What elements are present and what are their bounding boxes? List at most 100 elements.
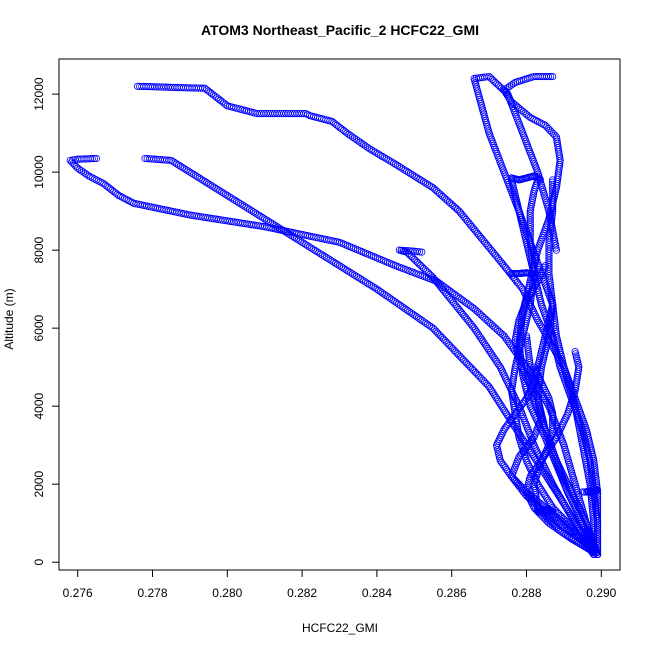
data-point bbox=[281, 228, 289, 236]
data-point bbox=[365, 280, 374, 289]
data-point bbox=[566, 511, 575, 519]
data-point bbox=[141, 154, 149, 163]
data-point bbox=[503, 336, 511, 344]
data-point bbox=[173, 160, 181, 168]
data-point bbox=[486, 348, 494, 356]
data-point bbox=[348, 133, 357, 141]
data-point bbox=[393, 161, 402, 170]
data-point bbox=[543, 494, 551, 503]
data-point bbox=[345, 267, 353, 276]
data-point bbox=[122, 195, 130, 204]
data-point bbox=[493, 395, 501, 404]
data-point bbox=[412, 173, 420, 181]
data-point bbox=[559, 498, 567, 506]
data-point bbox=[180, 165, 188, 173]
data-point bbox=[503, 410, 511, 418]
data-point bbox=[391, 298, 399, 306]
data-point bbox=[347, 132, 355, 140]
data-point bbox=[92, 176, 101, 184]
x-tick-label: 0.278 bbox=[137, 586, 167, 600]
data-point bbox=[571, 536, 579, 544]
data-point bbox=[452, 292, 460, 300]
data-point bbox=[497, 401, 505, 409]
data-point bbox=[291, 234, 299, 242]
data-point bbox=[315, 249, 323, 257]
y-tick-label: 6000 bbox=[32, 314, 46, 341]
data-point bbox=[223, 191, 231, 200]
data-point bbox=[120, 194, 129, 203]
data-point bbox=[536, 320, 544, 328]
data-point bbox=[255, 211, 263, 220]
data-point bbox=[561, 501, 569, 510]
data-point bbox=[96, 178, 104, 186]
data-point bbox=[535, 482, 543, 490]
data-point bbox=[565, 533, 574, 541]
data-point bbox=[277, 225, 286, 234]
data-point bbox=[487, 350, 496, 358]
data-point bbox=[382, 155, 390, 163]
data-point bbox=[335, 262, 344, 270]
data-point bbox=[590, 548, 598, 556]
data-point bbox=[542, 493, 550, 501]
data-point bbox=[527, 448, 535, 457]
data-point bbox=[334, 260, 342, 269]
data-point bbox=[367, 282, 375, 290]
data-point bbox=[259, 214, 267, 222]
data-point bbox=[490, 390, 498, 398]
data-point bbox=[302, 241, 310, 249]
data-point bbox=[578, 541, 587, 549]
data-point bbox=[378, 289, 386, 297]
data-point bbox=[397, 164, 405, 172]
data-point bbox=[539, 455, 547, 463]
data-point bbox=[499, 405, 507, 413]
chart-title: ATOM3 Northeast_Pacific_2 HCFC22_GMI bbox=[201, 22, 479, 38]
data-point bbox=[568, 513, 576, 521]
data-point bbox=[371, 148, 379, 156]
data-point bbox=[210, 183, 218, 191]
data-point bbox=[422, 319, 430, 327]
data-point bbox=[138, 82, 146, 91]
data-point bbox=[545, 476, 553, 484]
data-point bbox=[292, 235, 301, 243]
data-point bbox=[541, 491, 549, 499]
data-point bbox=[473, 328, 481, 336]
data-point bbox=[212, 184, 220, 193]
data-point bbox=[501, 408, 510, 416]
data-point bbox=[184, 167, 192, 175]
data-point bbox=[328, 257, 336, 265]
data-point bbox=[193, 173, 201, 181]
data-point bbox=[408, 171, 417, 179]
data-point bbox=[541, 451, 549, 459]
data-point bbox=[475, 331, 483, 340]
data-point bbox=[191, 172, 200, 180]
data-point bbox=[573, 537, 581, 546]
y-axis-label: Altitude (m) bbox=[2, 288, 16, 349]
data-point bbox=[403, 167, 411, 175]
data-point bbox=[564, 507, 572, 515]
data-point bbox=[529, 270, 537, 278]
data-point bbox=[429, 324, 437, 332]
data-point bbox=[358, 276, 366, 284]
data-point bbox=[484, 344, 492, 353]
data-point bbox=[481, 341, 489, 349]
data-point bbox=[313, 248, 321, 256]
data-point bbox=[549, 412, 557, 420]
data-point bbox=[528, 114, 536, 123]
data-point bbox=[463, 299, 471, 308]
data-point bbox=[580, 488, 589, 496]
data-point bbox=[507, 81, 516, 89]
data-point bbox=[494, 359, 502, 368]
data-point bbox=[563, 505, 571, 513]
data-point bbox=[523, 334, 531, 342]
data-point bbox=[454, 293, 462, 301]
data-point bbox=[564, 532, 572, 540]
data-point bbox=[418, 316, 426, 325]
data-point bbox=[470, 305, 478, 313]
data-point bbox=[409, 247, 417, 255]
data-point bbox=[416, 175, 424, 184]
x-tick-label: 0.290 bbox=[586, 586, 616, 600]
data-point bbox=[562, 503, 570, 512]
data-point bbox=[225, 193, 233, 201]
data-point bbox=[221, 190, 230, 198]
x-tick-label: 0.276 bbox=[63, 586, 93, 600]
